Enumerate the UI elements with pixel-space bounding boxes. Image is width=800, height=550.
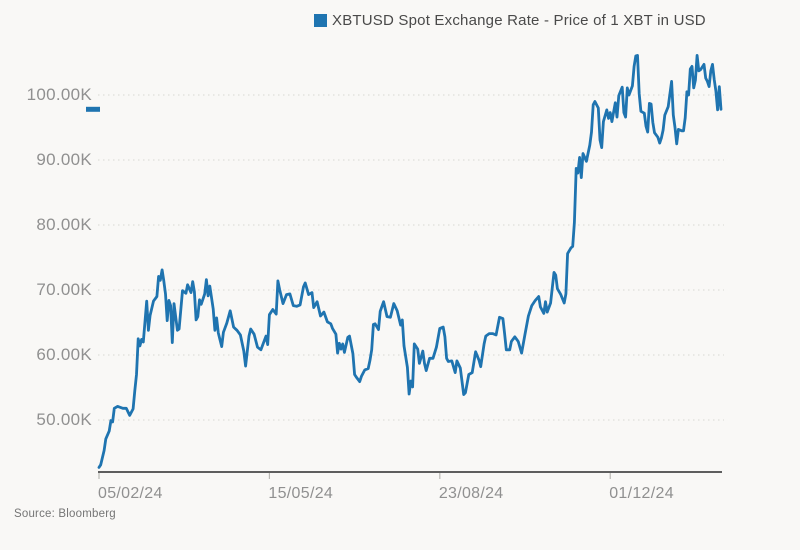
price-line	[97, 54, 723, 469]
legend-label: XBTUSD Spot Exchange Rate - Price of 1 X…	[332, 12, 706, 29]
last-price-marker	[86, 106, 100, 112]
source-note: Source: Bloomberg	[14, 508, 116, 520]
legend: XBTUSD Spot Exchange Rate - Price of 1 X…	[314, 12, 706, 29]
legend-swatch-icon	[314, 14, 327, 27]
